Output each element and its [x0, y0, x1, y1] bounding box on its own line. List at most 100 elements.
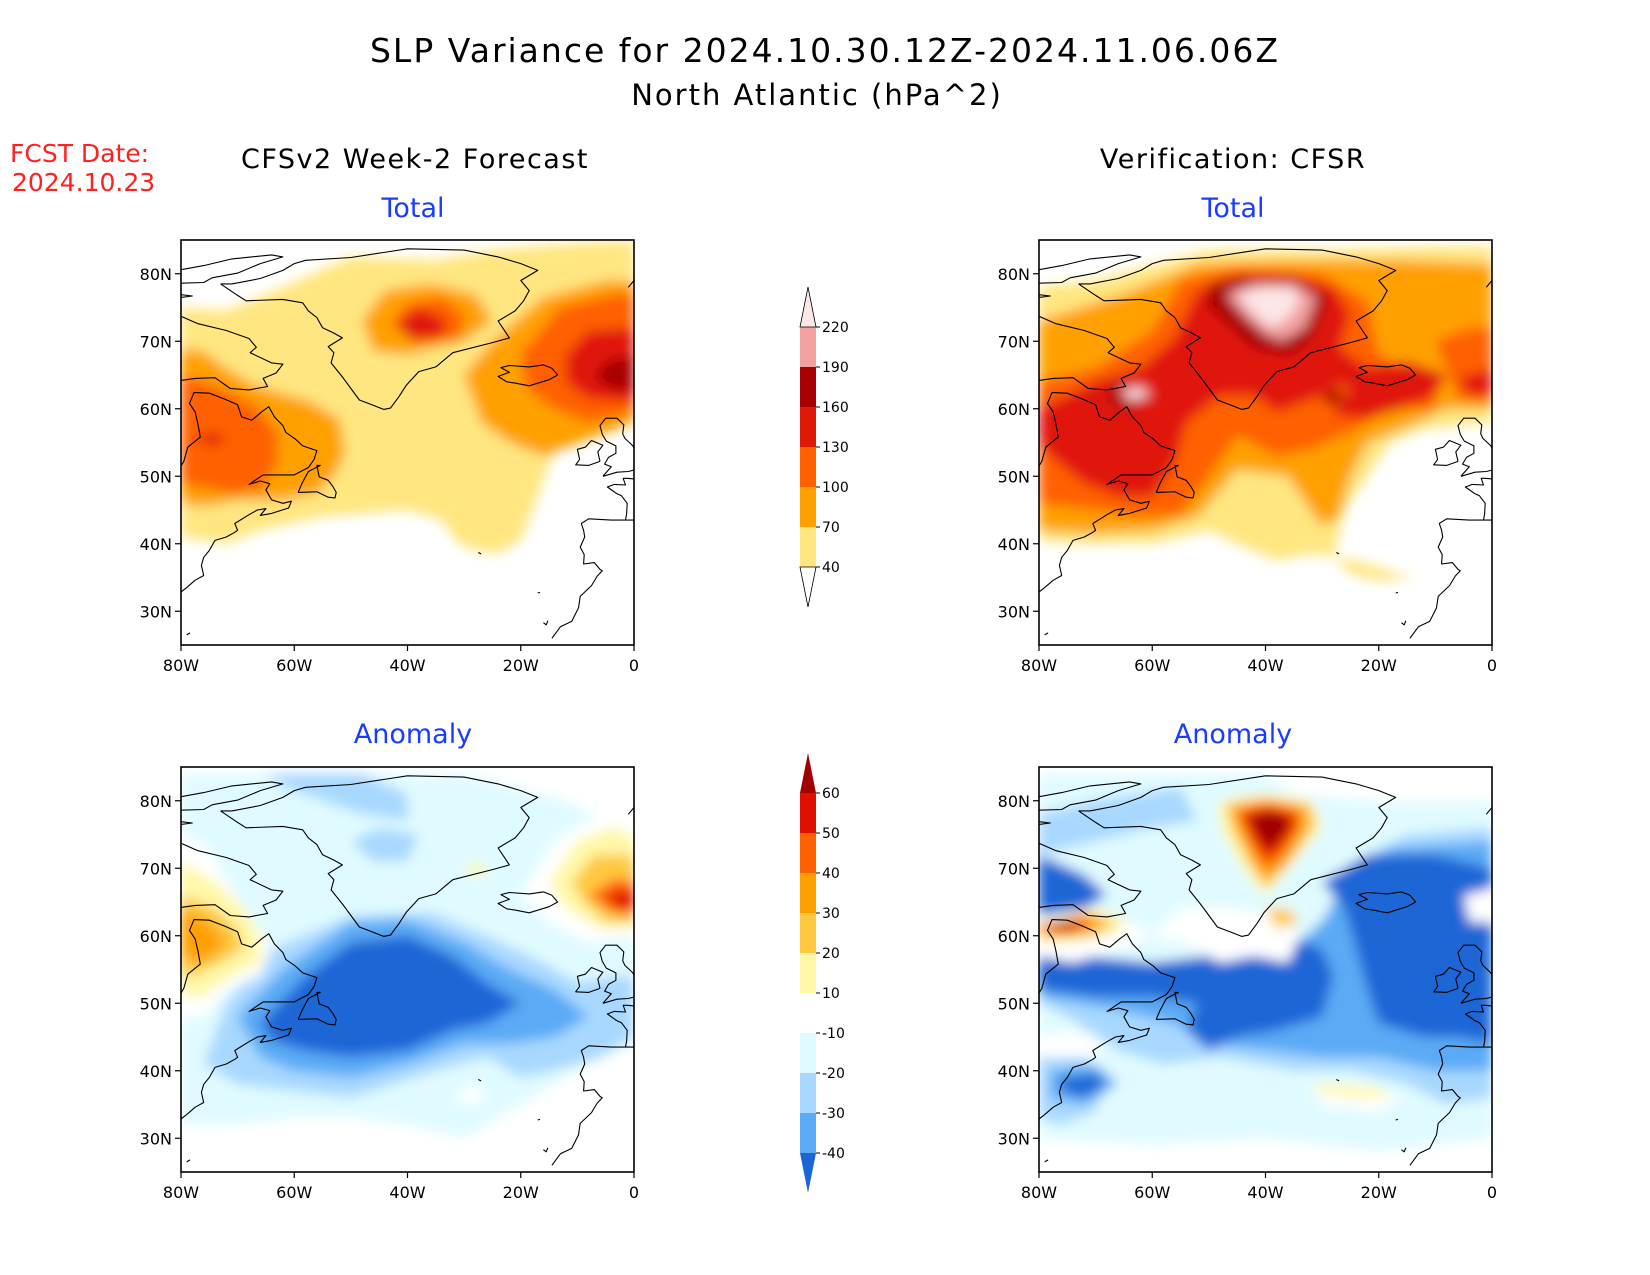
lat-tick-label: 40N: [998, 1062, 1030, 1081]
forecast-total-map: 80N 70N 60N 50N 40N 30N 80W 60W 40W 20W 0: [140, 239, 639, 675]
colorbar-label: 40: [822, 560, 840, 576]
fc-anomaly-subtitle: Anomaly: [354, 719, 472, 750]
colorbar-bin: [800, 833, 816, 873]
contour-fill: [1265, 770, 1492, 801]
contour-fill: [396, 307, 448, 342]
lon-tick-label: 0: [629, 656, 639, 675]
lon-tick-label: 80W: [163, 656, 199, 675]
lon-tick-label: 80W: [163, 1183, 199, 1202]
contour-fill: [1050, 922, 1076, 931]
lat-tick-label: 40N: [140, 1062, 172, 1081]
coastlines: [181, 775, 634, 1166]
contour-fill: [1248, 810, 1289, 848]
lat-tick-label: 40N: [140, 535, 172, 554]
fc-total-subtitle: Total: [380, 193, 444, 224]
contour-fill: [1237, 287, 1300, 328]
lat-tick-label: 30N: [998, 1129, 1030, 1148]
colorbar-label: 190: [822, 360, 849, 376]
lon-tick-label: 40W: [1247, 1183, 1283, 1202]
total-colorbar: 40 70 100 130 160 190 220: [799, 286, 849, 608]
contour-fill: [594, 354, 634, 392]
colorbar-label: 40: [822, 866, 840, 882]
contour-fill: [1039, 1030, 1107, 1058]
contour-fill: [1039, 787, 1198, 855]
colorbar-bin: [800, 873, 816, 913]
contour-fill: [260, 935, 521, 1058]
colorbar-label: 160: [822, 400, 849, 416]
lon-tick-label: 20W: [1361, 1183, 1397, 1202]
contour-fill: [1322, 361, 1447, 419]
forecast-anomaly-map: 80N 70N 60N 50N 40N 30N 80W 60W 40W 20W 0: [140, 766, 639, 1202]
colorbar-bin: [800, 1033, 816, 1073]
colorbar-label: 220: [822, 320, 849, 336]
contour-fill: [1265, 908, 1300, 929]
colorbar-bin: [800, 793, 816, 833]
lon-tick-label: 80W: [1021, 656, 1057, 675]
colorbar-label: 100: [822, 480, 849, 496]
colorbar-bin: [800, 1073, 816, 1113]
anomaly-colorbar: 60 50 40 30 20 10 -10 -20 -30 -40: [800, 753, 845, 1193]
lat-tick-label: 70N: [140, 332, 172, 351]
colorbar-upper-cap: [800, 753, 816, 793]
contour-fill: [1463, 888, 1492, 923]
contour-fill: [1039, 854, 1107, 916]
contour-fill: [1039, 935, 1334, 1051]
lon-tick-label: 60W: [276, 656, 312, 675]
colorbar-label: -40: [822, 1146, 845, 1162]
colorbar-label: 50: [822, 826, 840, 842]
lon-tick-label: 0: [1487, 656, 1497, 675]
vf-total-subtitle: Total: [1200, 193, 1264, 224]
coastlines: [181, 248, 634, 639]
contour-fill: [1458, 368, 1492, 396]
contour-fill: [350, 827, 419, 862]
colorbar-bin: [800, 327, 816, 367]
lat-tick-label: 70N: [140, 859, 172, 878]
colorbar-bin: [800, 487, 816, 527]
colorbar-label: -20: [822, 1066, 845, 1082]
colorbar-bin: [800, 993, 816, 1033]
lon-tick-label: 80W: [1021, 1183, 1057, 1202]
colorbar-bin: [800, 913, 816, 953]
lon-tick-label: 20W: [1361, 656, 1397, 675]
fcst-date-label: FCST Date:: [10, 139, 149, 168]
lon-tick-label: 40W: [1247, 656, 1283, 675]
colorbar-label: -10: [822, 1026, 845, 1042]
colorbar-label: 70: [822, 520, 840, 536]
lat-tick-label: 60N: [998, 400, 1030, 419]
contour-fill: [1123, 389, 1147, 399]
lat-tick-label: 50N: [998, 467, 1030, 486]
contour-fill: [452, 1084, 487, 1105]
lat-tick-label: 40N: [998, 535, 1030, 554]
lat-tick-label: 50N: [140, 994, 172, 1013]
colorbar-bin: [800, 367, 816, 407]
lat-tick-label: 80N: [998, 792, 1030, 811]
colorbar-label: 60: [822, 786, 840, 802]
verification-anomaly-map: 80N 70N 60N 50N 40N 30N 80W 60W 40W 20W 0: [998, 766, 1497, 1202]
colorbar-lower-cap: [799, 566, 817, 608]
contour-fill: [181, 375, 278, 494]
lon-tick-label: 40W: [389, 1183, 425, 1202]
colorbar-label: 30: [822, 906, 840, 922]
forecast-column-title: CFSv2 Week-2 Forecast: [241, 144, 589, 175]
colorbar-label: 10: [822, 986, 840, 1002]
contour-fill: [1061, 1074, 1107, 1098]
lon-tick-label: 60W: [1134, 656, 1170, 675]
contour-fill: [1322, 388, 1345, 406]
lat-tick-label: 30N: [140, 602, 172, 621]
lat-tick-label: 50N: [140, 467, 172, 486]
lat-tick-label: 60N: [998, 927, 1030, 946]
fcst-date-value: 2024.10.23: [12, 168, 155, 197]
figure-subtitle: North Atlantic (hPa^2): [631, 78, 1003, 112]
lon-tick-label: 20W: [503, 1183, 539, 1202]
colorbar-bin: [800, 527, 816, 567]
contour-fill: [192, 432, 227, 446]
lat-tick-label: 30N: [998, 602, 1030, 621]
lat-tick-label: 80N: [140, 265, 172, 284]
contour-fill: [1322, 854, 1492, 1044]
contour-fill: [464, 861, 487, 875]
colorbar-bin: [800, 953, 816, 993]
lon-tick-label: 0: [629, 1183, 639, 1202]
colorbar-label: 130: [822, 440, 849, 456]
lat-tick-label: 30N: [140, 1129, 172, 1148]
